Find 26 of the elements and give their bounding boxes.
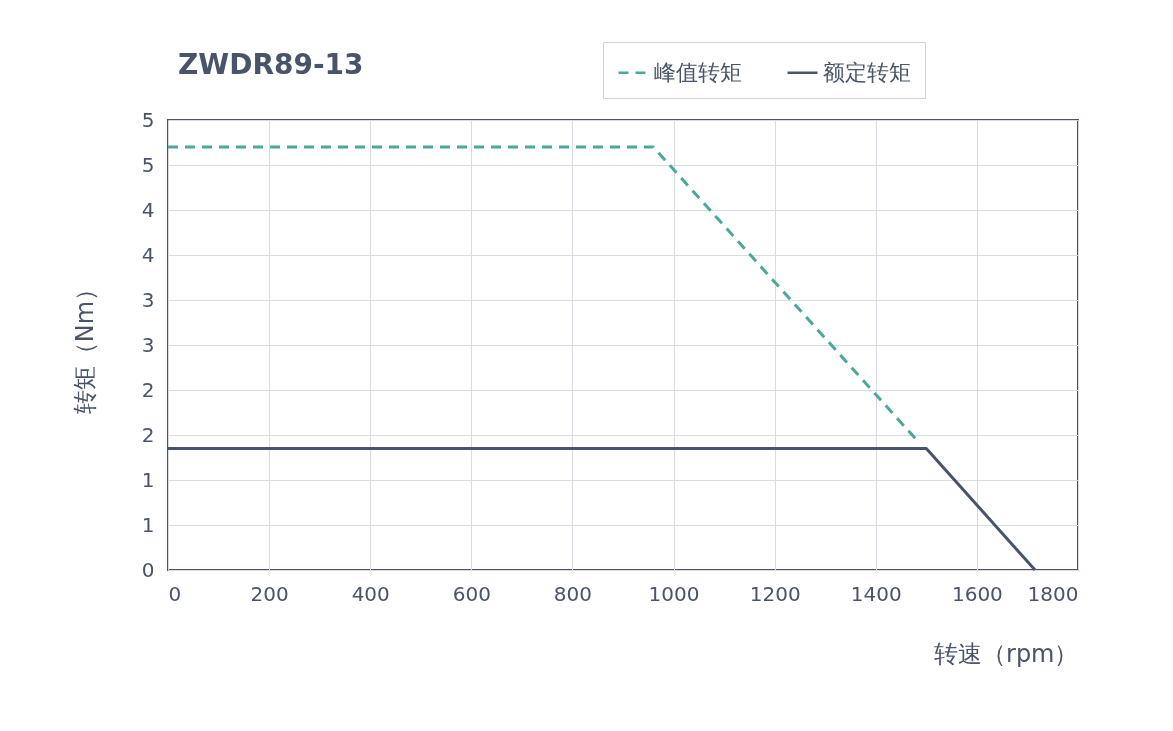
x-tick-label: 200 — [250, 581, 289, 606]
x-tick-label: 1800 — [1027, 581, 1079, 606]
x-tick-label: 1000 — [648, 581, 700, 606]
y-axis-title: 转矩（Nm） — [70, 276, 99, 415]
legend-label: 额定转矩 — [823, 59, 911, 85]
legend-label: 峰值转矩 — [654, 59, 742, 85]
x-axis-title: 转速（rpm） — [934, 639, 1079, 668]
x-tick-label: 1400 — [850, 581, 902, 606]
chart-title: ZWDR89-13 — [178, 47, 364, 81]
y-tick-label: 3 — [141, 287, 155, 312]
y-tick-label: 5 — [141, 152, 155, 177]
y-tick-label: 1 — [141, 512, 155, 537]
y-tick-label: 2 — [141, 377, 155, 402]
x-tick-label: 600 — [452, 581, 491, 606]
y-tick-label: 4 — [141, 242, 155, 267]
x-tick-label: 1600 — [951, 581, 1003, 606]
y-tick-label: 5 — [141, 107, 155, 132]
y-tick-label: 1 — [141, 467, 155, 492]
x-tick-label: 400 — [351, 581, 390, 606]
x-tick-label: 800 — [553, 581, 593, 606]
x-tick-label: 0 — [168, 581, 182, 606]
x-tick-label: 1200 — [749, 581, 801, 606]
y-tick-label: 3 — [141, 332, 155, 357]
y-tick-label: 2 — [141, 422, 155, 447]
y-tick-label: 0 — [141, 557, 155, 582]
y-tick-label: 4 — [141, 197, 155, 222]
